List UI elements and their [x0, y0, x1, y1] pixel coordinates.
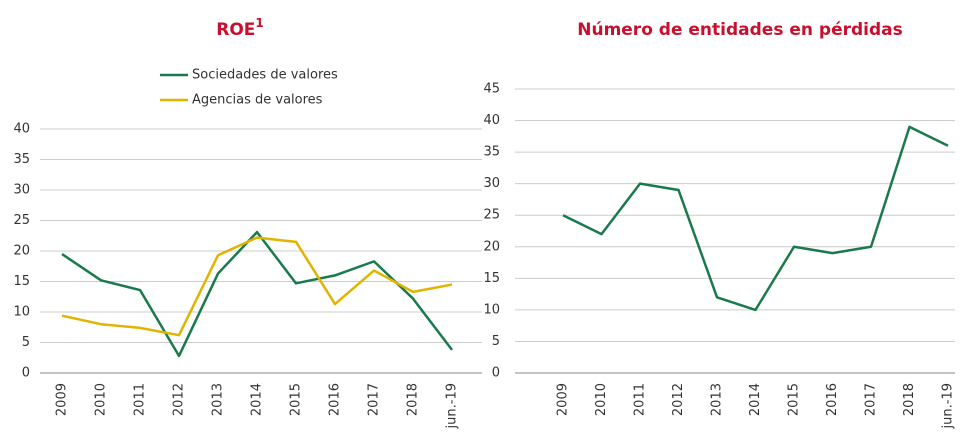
x-tick-label: 2009 — [55, 383, 70, 416]
x-tick-label: 2017 — [864, 383, 879, 416]
y-tick-label: 20 — [483, 239, 500, 254]
x-tick-label: 2013 — [211, 383, 226, 416]
x-tick-label: 2013 — [710, 383, 725, 416]
x-tick-label: 2012 — [671, 383, 686, 416]
title-note: 1 — [255, 16, 263, 30]
x-tick-label: 2010 — [94, 383, 109, 416]
x-tick-label: 2015 — [787, 383, 802, 416]
y-tick-label: 15 — [483, 271, 500, 286]
y-tick-label: 40 — [483, 113, 500, 128]
x-tick-label: jun.-19 — [941, 383, 956, 429]
title-text: ROE — [216, 20, 255, 40]
y-tick-label: 35 — [483, 145, 500, 160]
line-series — [61, 230, 453, 358]
chart-title: ROE1 — [216, 16, 264, 41]
line-series — [562, 125, 949, 312]
y-tick-label: 0 — [492, 366, 500, 381]
y-tick-label: 20 — [13, 244, 30, 259]
x-tick-label: 2014 — [250, 383, 265, 416]
y-tick-label: 25 — [483, 208, 500, 223]
legend-label: Agencias de valores — [192, 93, 323, 108]
y-tick-label: 0 — [22, 366, 30, 381]
x-tick-label: 2010 — [594, 383, 609, 416]
y-tick-label: 45 — [483, 82, 500, 97]
x-tick-label: jun.-19 — [445, 383, 460, 429]
y-tick-label: 5 — [22, 335, 30, 350]
legend-label: Sociedades de valores — [192, 68, 338, 83]
x-tick-label: 2016 — [328, 383, 343, 416]
y-tick-label: 10 — [483, 302, 500, 317]
x-tick-label: 2018 — [902, 383, 917, 416]
x-tick-label: 2018 — [406, 383, 421, 416]
x-tick-label: 2009 — [556, 383, 571, 416]
y-tick-label: 35 — [13, 152, 30, 167]
chart-title: Número de entidades en pérdidas — [577, 20, 903, 40]
x-tick-label: 2012 — [172, 383, 187, 416]
y-tick-label: 30 — [13, 183, 30, 198]
line-series — [61, 236, 453, 337]
x-tick-label: 2016 — [825, 383, 840, 416]
y-tick-label: 25 — [13, 213, 30, 228]
x-tick-label: 2017 — [367, 383, 382, 416]
y-tick-label: 5 — [492, 334, 500, 349]
y-tick-label: 10 — [13, 305, 30, 320]
x-tick-label: 2011 — [133, 383, 148, 416]
y-tick-label: 15 — [13, 274, 30, 289]
y-tick-label: 30 — [483, 176, 500, 191]
x-tick-label: 2014 — [748, 383, 763, 416]
x-tick-label: 2015 — [289, 383, 304, 416]
y-tick-label: 40 — [13, 122, 30, 137]
x-tick-label: 2011 — [633, 383, 648, 416]
